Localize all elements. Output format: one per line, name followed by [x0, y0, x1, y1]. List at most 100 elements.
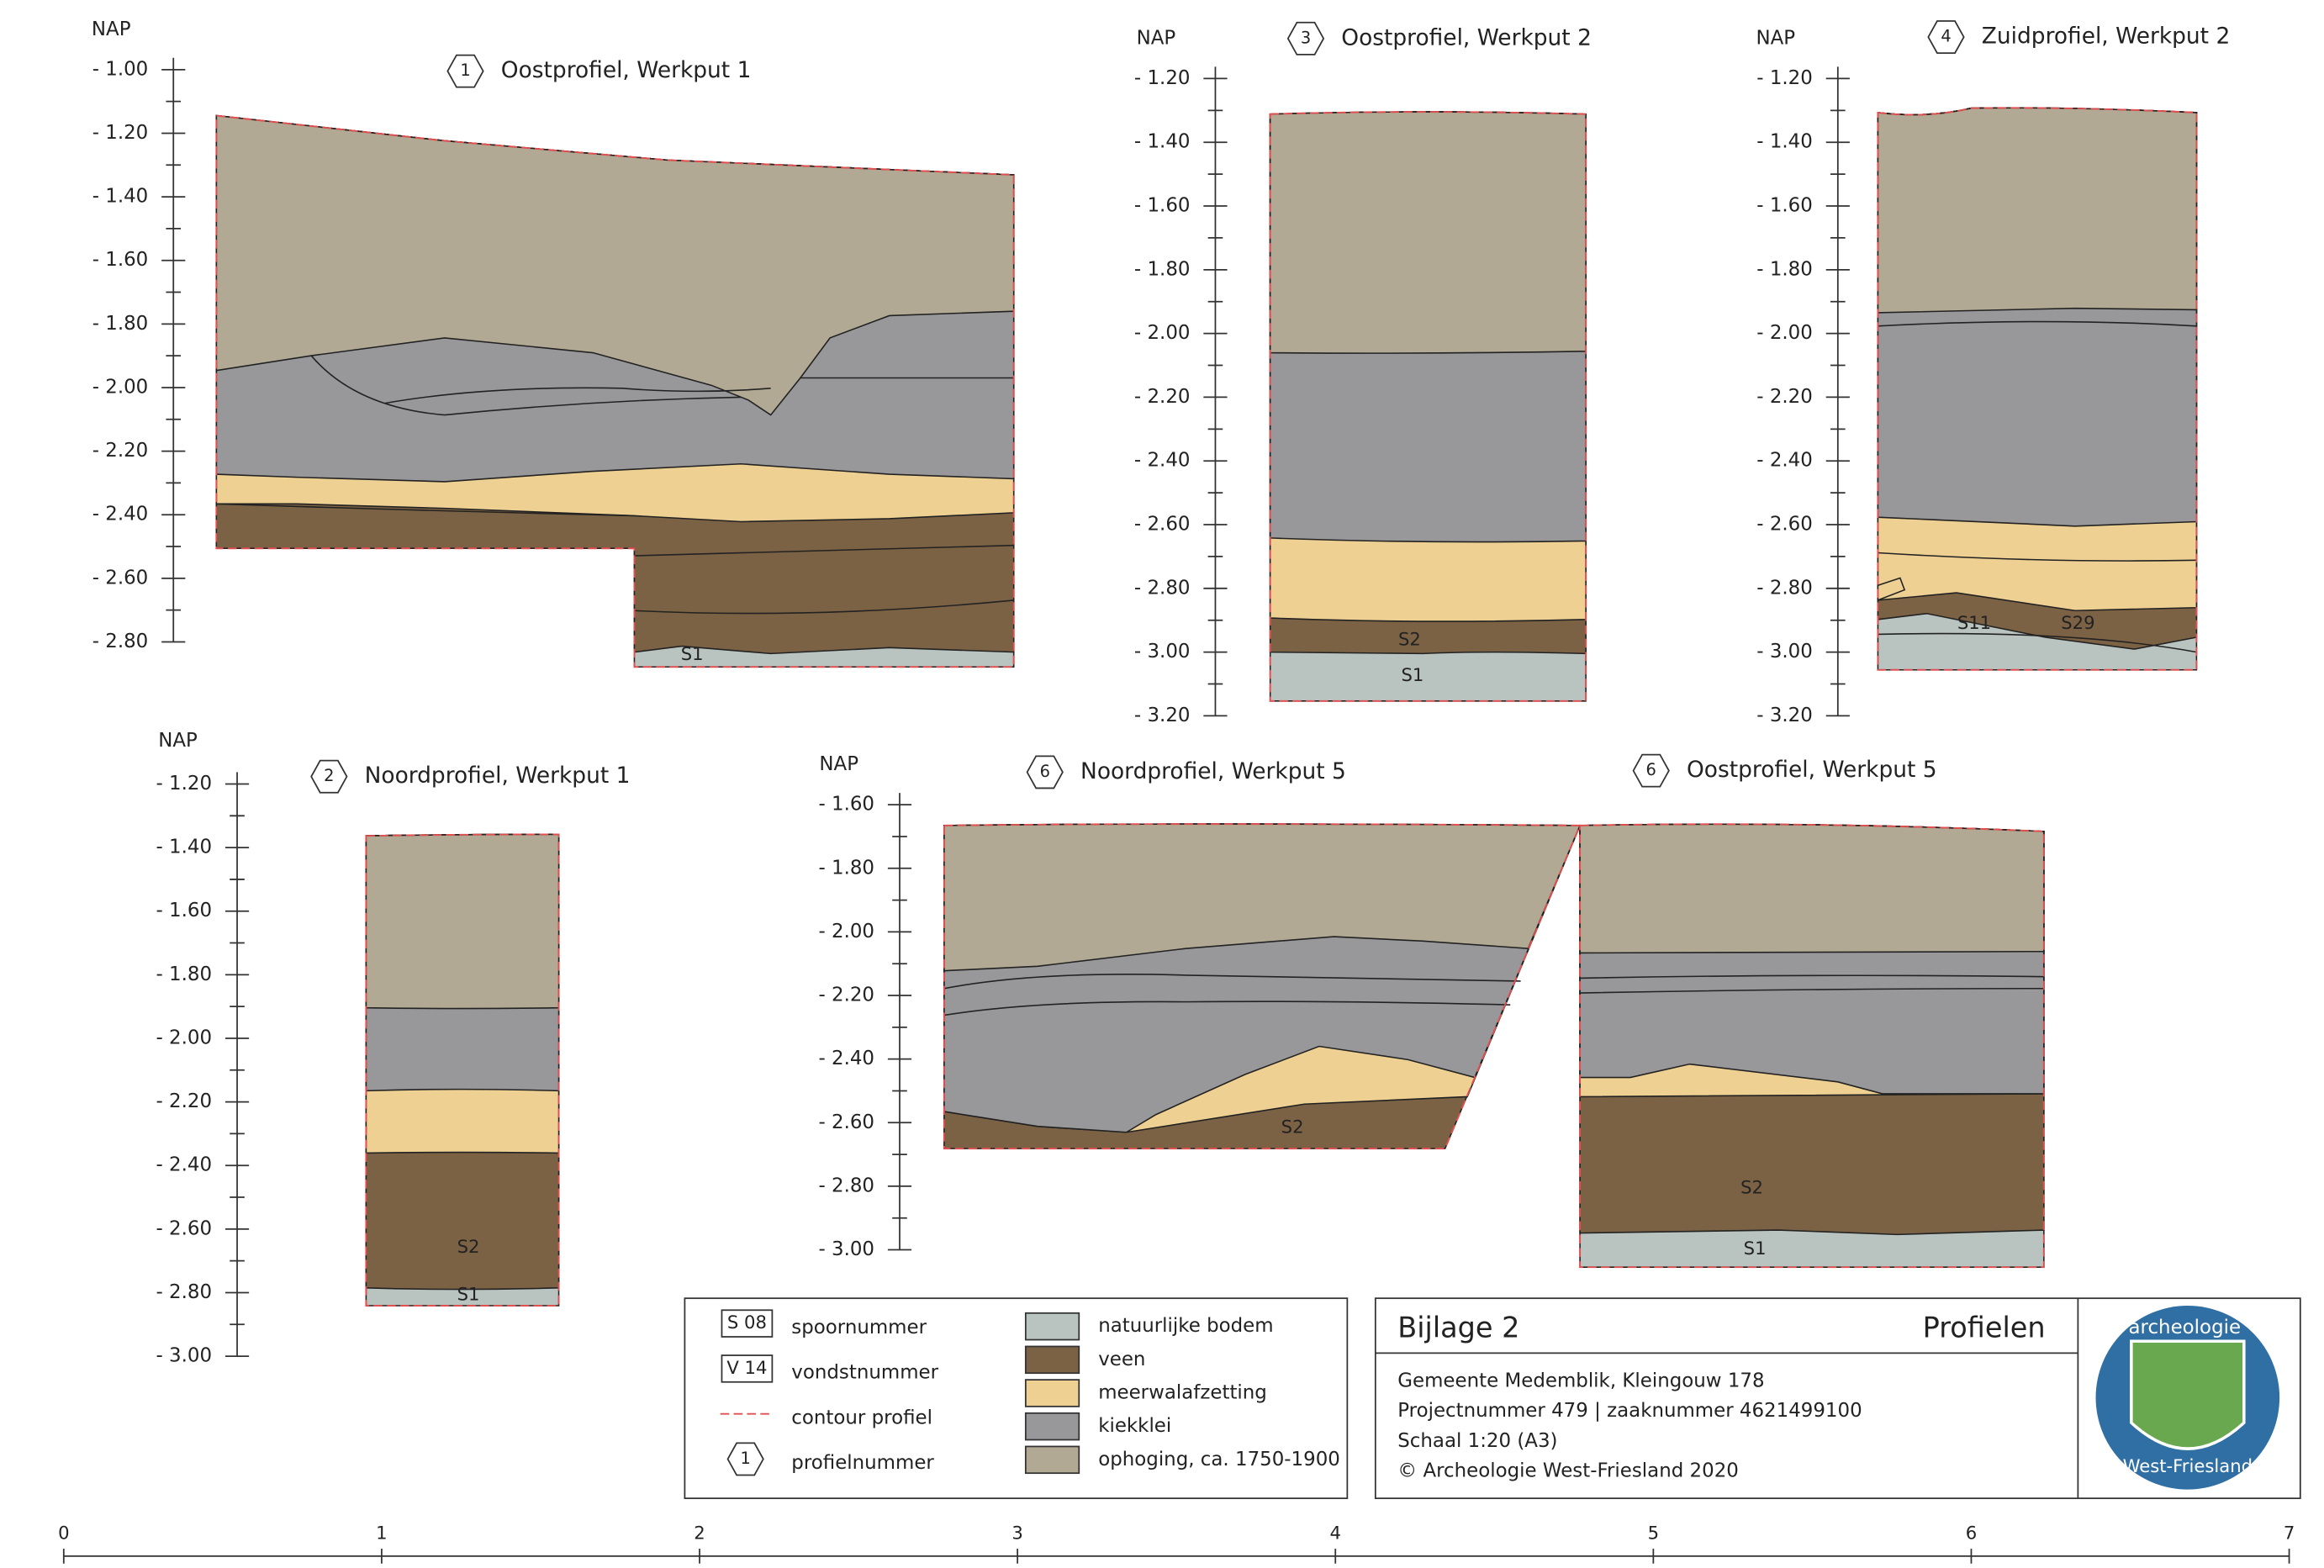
profile-6n-shapes: [943, 823, 1582, 1150]
scale-label: 7: [2284, 1522, 2295, 1543]
layer-label: S2: [1281, 1116, 1304, 1137]
tick-label: - 2.40: [92, 504, 149, 525]
symbol-box: [721, 1354, 774, 1383]
tick-label: - 1.80: [92, 313, 149, 335]
tick-label: - 2.20: [1134, 386, 1191, 408]
profile-1-shapes: [215, 114, 1015, 668]
tick-label: - 2.00: [1134, 322, 1191, 344]
axis-label: NAP: [819, 753, 858, 775]
hexagon: [1632, 753, 1670, 788]
profile-title: Noordprofiel, Werkput 1: [365, 763, 631, 789]
tick-label: - 1.60: [1134, 195, 1191, 217]
tick-label: - 2.00: [92, 376, 149, 398]
tick-label: - 1.80: [1756, 258, 1813, 280]
tick-label: - 2.40: [156, 1154, 213, 1176]
layer-label: S29: [2061, 612, 2094, 633]
legend-label: spoornummer: [791, 1317, 927, 1338]
title: Bijlage 2: [1397, 1312, 1519, 1344]
logo-text: archeologie: [2129, 1317, 2242, 1338]
hexagon: [1286, 21, 1325, 55]
tick-label: - 1.60: [1756, 195, 1813, 217]
axis-label: NAP: [92, 18, 131, 40]
layer-label: S11: [1957, 612, 1991, 633]
profile-4-shapes: [1877, 107, 2198, 671]
tick-label: - 2.80: [818, 1175, 874, 1196]
tick-label: - 1.40: [1756, 131, 1813, 153]
scale-label: 0: [58, 1522, 69, 1543]
tick-label: - 2.80: [156, 1281, 213, 1303]
tick-label: - 1.40: [156, 837, 213, 858]
tick-label: - 2.00: [1756, 322, 1813, 344]
axis-label: NAP: [1756, 27, 1795, 49]
layer-label: S2: [1398, 629, 1421, 650]
tick-label: - 1.20: [1134, 67, 1191, 89]
tick-label: - 2.60: [92, 567, 149, 589]
hexagon: [310, 759, 348, 794]
profile-title: Zuidprofiel, Werkput 2: [1982, 24, 2230, 50]
tick-label: - 1.20: [156, 773, 213, 795]
hexagon: [1026, 755, 1064, 789]
legend-swatch: [1024, 1312, 1080, 1341]
legend-swatch: [1024, 1379, 1080, 1407]
legend-swatch: [1024, 1412, 1080, 1441]
info-line: Gemeente Medemblik, Kleingouw 178: [1397, 1370, 1764, 1391]
tick-label: - 1.80: [156, 964, 213, 985]
tick-label: - 2.20: [92, 440, 149, 462]
legend-label: natuurlijke bodem: [1098, 1315, 1273, 1337]
tick-label: - 1.20: [1756, 67, 1813, 89]
symbol-box: [721, 1309, 774, 1338]
logo-shield: [2130, 1339, 2246, 1450]
profile-title: Oostprofiel, Werkput 5: [1687, 757, 1937, 783]
scale-label: 2: [694, 1522, 705, 1543]
tick-label: - 3.20: [1134, 705, 1191, 726]
tick-label: - 1.40: [92, 186, 149, 208]
symbol-key: V 14: [726, 1357, 767, 1378]
hexagon: [726, 1442, 764, 1476]
symbol-key: 1: [741, 1449, 751, 1468]
profile-number: 1: [460, 61, 470, 80]
info-line: © Archeologie West-Friesland 2020: [1397, 1460, 1739, 1482]
legend-label: veen: [1098, 1349, 1145, 1370]
axis-label: NAP: [1137, 27, 1176, 49]
tick-label: - 1.00: [92, 58, 149, 80]
legend-label: ophoging, ca. 1750-1900: [1098, 1449, 1340, 1470]
tick-label: - 1.20: [92, 122, 149, 144]
tick-label: - 2.40: [1134, 450, 1191, 472]
tick-label: - 1.80: [1134, 258, 1191, 280]
layer-label: S1: [1401, 664, 1423, 685]
layer-label: S1: [1744, 1238, 1767, 1259]
legend-swatch: [1024, 1345, 1080, 1375]
profile-title: Noordprofiel, Werkput 5: [1080, 758, 1346, 784]
hexagon: [446, 54, 484, 88]
title-block: [1374, 1297, 2301, 1500]
scale-label: 1: [376, 1522, 387, 1543]
profile-3-shapes: [1269, 111, 1587, 702]
info-line: Schaal 1:20 (A3): [1397, 1430, 1557, 1452]
tick-label: - 1.80: [818, 857, 874, 879]
legend-label: kiekklei: [1098, 1415, 1171, 1437]
legend-label: vondstnummer: [791, 1362, 938, 1384]
profile-number: 6: [1040, 762, 1050, 781]
profile-2-shapes: [365, 833, 560, 1307]
tick-label: - 3.00: [1134, 641, 1191, 663]
scale-label: 6: [1966, 1522, 1977, 1543]
layer-label: S2: [457, 1236, 480, 1257]
scale-label: 3: [1011, 1522, 1022, 1543]
tick-label: - 2.60: [818, 1111, 874, 1133]
tick-label: - 2.80: [1756, 577, 1813, 599]
tick-label: - 2.60: [1756, 514, 1813, 536]
profile-6o-shapes: [1579, 823, 2045, 1269]
scale-label: 5: [1648, 1522, 1659, 1543]
legend-label: profielnummer: [791, 1452, 934, 1474]
tick-label: - 2.20: [156, 1090, 213, 1112]
tick-label: - 2.80: [1134, 577, 1191, 599]
tick-label: - 3.00: [1756, 641, 1813, 663]
profile-number: 3: [1301, 28, 1311, 47]
legend-box: [684, 1297, 1349, 1500]
tick-label: - 2.20: [1756, 386, 1813, 408]
tick-label: - 3.00: [818, 1238, 874, 1260]
tick-label: - 2.60: [156, 1217, 213, 1239]
legend-label: contour profiel: [791, 1407, 932, 1428]
scale-label: 4: [1330, 1522, 1341, 1543]
